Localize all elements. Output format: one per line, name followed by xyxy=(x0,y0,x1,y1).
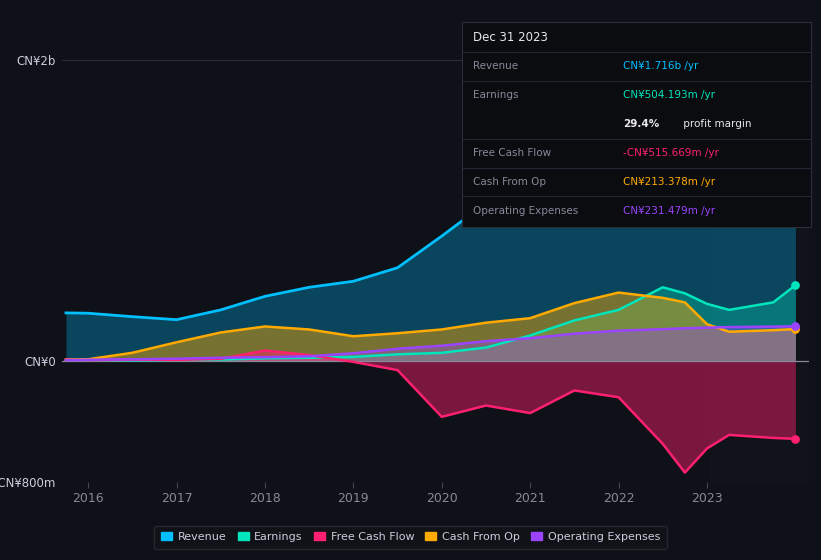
Text: profit margin: profit margin xyxy=(681,119,752,129)
Text: CN¥504.193m /yr: CN¥504.193m /yr xyxy=(623,90,715,100)
Text: CN¥1.716b /yr: CN¥1.716b /yr xyxy=(623,62,698,71)
Point xyxy=(789,98,802,107)
Point xyxy=(789,281,802,290)
Text: CN¥213.378m /yr: CN¥213.378m /yr xyxy=(623,177,715,187)
Bar xyxy=(712,45,821,482)
Point xyxy=(789,325,802,334)
Text: -CN¥515.669m /yr: -CN¥515.669m /yr xyxy=(623,148,718,158)
Point xyxy=(789,322,802,331)
Text: CN¥231.479m /yr: CN¥231.479m /yr xyxy=(623,207,715,217)
Point xyxy=(789,435,802,444)
Text: Revenue: Revenue xyxy=(473,62,518,71)
Text: 29.4%: 29.4% xyxy=(623,119,659,129)
Text: Dec 31 2023: Dec 31 2023 xyxy=(473,31,548,44)
Text: Cash From Op: Cash From Op xyxy=(473,177,546,187)
Legend: Revenue, Earnings, Free Cash Flow, Cash From Op, Operating Expenses: Revenue, Earnings, Free Cash Flow, Cash … xyxy=(154,525,667,549)
Text: Free Cash Flow: Free Cash Flow xyxy=(473,148,551,158)
Text: Operating Expenses: Operating Expenses xyxy=(473,207,578,217)
Text: Earnings: Earnings xyxy=(473,90,518,100)
